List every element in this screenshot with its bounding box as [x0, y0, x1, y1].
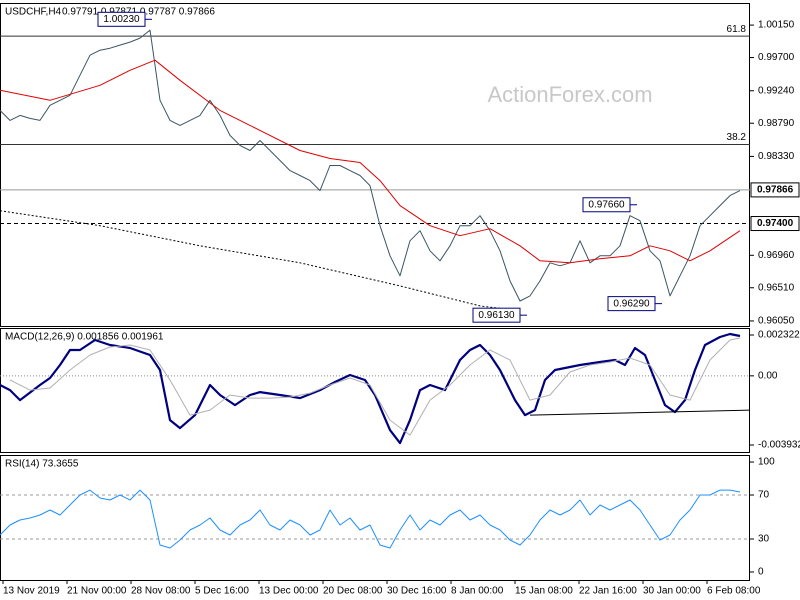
- panel-frame: [0, 3, 750, 327]
- fib-label: 38.2: [727, 132, 747, 143]
- series-line: [0, 210, 521, 312]
- y-tick-label: 1.00150: [758, 20, 795, 31]
- price-label-box: [750, 182, 800, 198]
- x-tick-label: 30 Jan 00:00: [643, 586, 701, 597]
- y-tick-label: 0.96050: [758, 316, 795, 327]
- x-tick-label: 13 Nov 2019: [3, 586, 60, 597]
- series-line: [9, 337, 741, 436]
- series-line: [0, 29, 741, 302]
- y-tick-label: 0.00: [758, 370, 778, 381]
- annotation-box: [472, 307, 521, 323]
- annotation-label: 0.97660: [588, 199, 625, 210]
- y-tick-label: 0.99700: [758, 52, 795, 63]
- y-tick-label: 0.98790: [758, 118, 795, 129]
- x-tick-label: 21 Nov 00:00: [67, 586, 127, 597]
- series-line: [0, 59, 741, 264]
- panel-title: RSI(14) 73.3655: [5, 459, 79, 470]
- x-tick-label: 20 Dec 08:00: [323, 586, 383, 597]
- watermark: ActionForex.com: [487, 82, 652, 107]
- x-tick-label: 5 Dec 16:00: [195, 586, 249, 597]
- y-tick-label: 0.96960: [758, 250, 795, 261]
- price-label: 0.97866: [757, 185, 794, 196]
- x-tick-label: 15 Jan 08:00: [515, 586, 573, 597]
- annotation-label: 0.96130: [478, 310, 515, 321]
- price-label-box: [750, 216, 800, 232]
- y-tick-label: 0.002322: [758, 330, 800, 341]
- annotation-label: 0.96290: [613, 298, 650, 309]
- y-tick-label: -0.003932: [758, 440, 800, 451]
- x-tick-label: 28 Nov 08:00: [131, 586, 191, 597]
- x-tick-label: 8 Jan 00:00: [451, 586, 504, 597]
- price-label: 0.97400: [757, 218, 794, 229]
- y-tick-label: 0.99240: [758, 85, 795, 96]
- y-tick-label: 100: [758, 457, 775, 468]
- x-tick-label: 6 Feb 08:00: [707, 586, 761, 597]
- fib-label: 61.8: [727, 24, 747, 35]
- x-tick-label: 22 Jan 16:00: [579, 586, 637, 597]
- x-tick-label: 30 Dec 16:00: [387, 586, 447, 597]
- y-tick-label: 0.98330: [758, 151, 795, 162]
- annotation-box: [97, 11, 146, 27]
- panel-frame: [0, 455, 750, 581]
- annotation-box: [582, 197, 631, 213]
- panel-title: MACD(12,26,9) 0.001856 0.001961: [5, 332, 164, 343]
- y-tick-label: 0.96510: [758, 282, 795, 293]
- x-tick-label: 13 Dec 00:00: [259, 586, 319, 597]
- panel-frame: [0, 328, 750, 453]
- series-line: [529, 409, 751, 416]
- annotation-box: [607, 296, 656, 312]
- y-tick-label: 0: [758, 567, 764, 578]
- y-tick-label: 70: [758, 490, 770, 501]
- panel-title: USDCHF,H4: [5, 7, 62, 18]
- y-tick-label: 30: [758, 534, 770, 545]
- annotation-label: 1.00230: [103, 14, 140, 25]
- series-line: [0, 489, 741, 549]
